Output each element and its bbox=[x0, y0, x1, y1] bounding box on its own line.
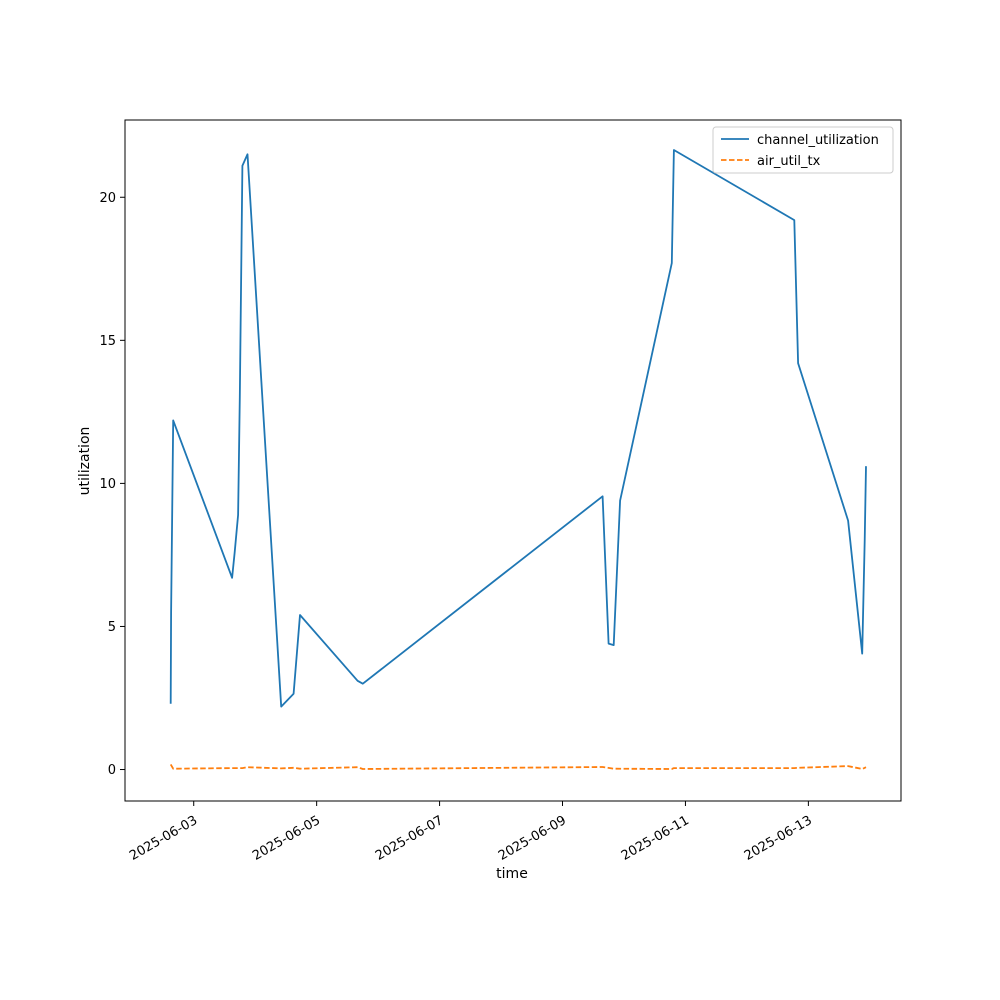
plot-area bbox=[124, 119, 902, 802]
x-axis-title: time bbox=[496, 866, 528, 882]
legend: channel_utilization air_util_tx bbox=[712, 126, 894, 174]
legend-box bbox=[712, 126, 894, 174]
y-tick-label: 10 bbox=[99, 477, 116, 492]
legend-label-air-util-tx: air_util_tx bbox=[757, 154, 821, 169]
y-axis: 0 5 10 15 20 bbox=[99, 191, 125, 778]
y-tick-label: 15 bbox=[99, 334, 116, 349]
series-line-channel-utilization bbox=[169, 149, 867, 708]
series-layer bbox=[169, 149, 867, 770]
legend-label-channel-utilization: channel_utilization bbox=[757, 133, 879, 148]
y-tick-label: 5 bbox=[108, 620, 116, 635]
y-tick-label: 20 bbox=[99, 191, 116, 206]
y-axis-title: utilization bbox=[77, 427, 93, 496]
y-tick-label: 0 bbox=[108, 763, 116, 778]
